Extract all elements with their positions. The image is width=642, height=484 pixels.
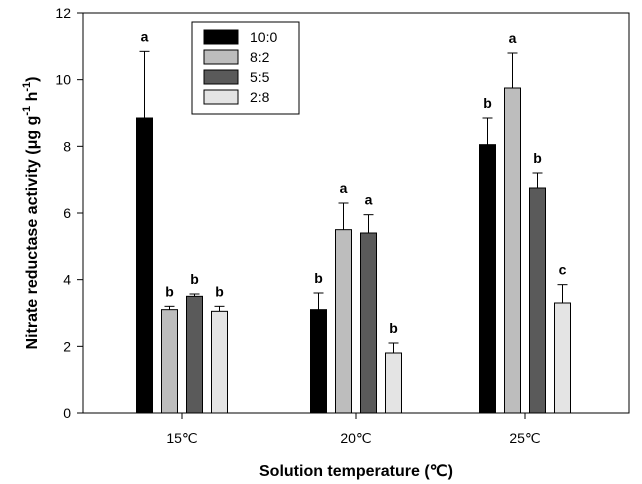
significance-letter: b: [215, 283, 224, 299]
legend: 10:0 8:2 5:5 2:8: [191, 21, 300, 115]
y-axis-title-sup2: -1: [21, 82, 33, 92]
y-axis-title: Nitrate reductase activity (μg g-1 h-1): [21, 77, 41, 350]
legend-swatch: [203, 89, 239, 105]
legend-label: 10:0: [250, 29, 277, 45]
y-axis-title-close: ): [24, 77, 41, 82]
x-tick-label: 20℃: [340, 430, 371, 446]
x-axis-ticks: 15℃ 20℃ 25℃: [166, 413, 541, 446]
significance-letter: b: [165, 283, 174, 299]
y-tick-label: 4: [63, 272, 71, 288]
significance-letter: a: [365, 192, 373, 208]
bar: [529, 187, 546, 414]
y-axis-title-g: g g: [24, 116, 41, 140]
y-axis-title-mu: μ: [24, 140, 41, 150]
significance-letter: b: [389, 320, 398, 336]
y-tick-label: 12: [55, 5, 71, 21]
significance-letter: b: [483, 95, 492, 111]
legend-label: 8:2: [250, 49, 270, 65]
bar: [479, 144, 496, 414]
legend-swatch: [203, 69, 239, 85]
plot-frame: [82, 12, 630, 414]
bar: [161, 309, 178, 414]
significance-letter: c: [559, 262, 567, 278]
y-tick-label: 8: [63, 138, 71, 154]
bar: [554, 302, 571, 414]
significance-letter: b: [533, 150, 542, 166]
y-axis-title-main: Nitrate reductase activity (: [24, 149, 41, 350]
legend-swatch: [203, 29, 239, 45]
bars: [136, 87, 571, 414]
y-axis-ticks: 0 2 4 6 8 10 12: [55, 5, 83, 421]
bar: [385, 352, 402, 414]
y-tick-label: 0: [63, 405, 71, 421]
x-axis-title: Solution temperature (℃): [259, 463, 453, 480]
significance-letter: b: [190, 271, 199, 287]
y-tick-label: 10: [55, 72, 71, 88]
legend-swatch: [203, 49, 239, 65]
y-axis-title-sup1: -1: [21, 106, 33, 116]
significance-letter: a: [141, 28, 149, 44]
bar: [186, 295, 203, 414]
significance-letter: a: [340, 180, 348, 196]
bar: [504, 87, 521, 414]
significance-letter: a: [509, 30, 517, 46]
bar: [211, 310, 228, 414]
legend-label: 2:8: [250, 89, 270, 105]
y-axis-title-h: h: [24, 92, 41, 106]
significance-letter: b: [314, 270, 323, 286]
bar: [335, 229, 352, 414]
error-bars: [139, 50, 568, 353]
bar: [310, 309, 327, 414]
legend-label: 5:5: [250, 69, 270, 85]
x-tick-label: 15℃: [166, 430, 197, 446]
bar: [360, 232, 377, 414]
x-tick-label: 25℃: [509, 430, 540, 446]
y-tick-label: 6: [63, 205, 71, 221]
y-tick-label: 2: [63, 338, 71, 354]
bar: [136, 117, 153, 414]
